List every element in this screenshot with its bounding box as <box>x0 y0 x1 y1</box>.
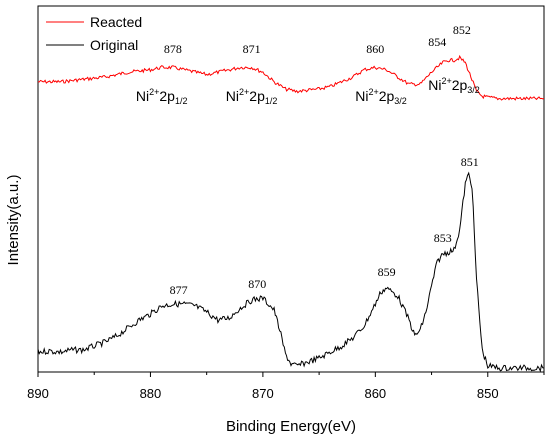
x-axis-label: Binding Energy(eV) <box>226 418 356 435</box>
peak-labels: 878 871 860 854 852 877 870 859 853 851 <box>164 23 479 297</box>
peak-assignment-label: Ni2+2p3/2 <box>355 87 407 106</box>
x-tick-label: 880 <box>140 386 162 401</box>
y-axis-label: Intensity(a.u.) <box>5 175 22 266</box>
peak-assignment-label: Ni2+2p1/2 <box>226 87 278 106</box>
peak-label: 854 <box>428 35 446 49</box>
legend-label-original: Original <box>90 37 138 53</box>
plot-frame <box>37 5 545 373</box>
assignment-labels: Ni2+2p1/2 Ni2+2p1/2 Ni2+2p3/2 Ni2+2p3/2 <box>136 76 480 106</box>
x-tick-label: 890 <box>27 386 49 401</box>
series-line-reacted <box>37 54 545 101</box>
peak-label: 852 <box>453 23 471 37</box>
x-tick-label: 850 <box>477 386 499 401</box>
peak-label: 853 <box>434 231 452 245</box>
legend-label-reacted: Reacted <box>90 14 142 30</box>
x-tick-label: 860 <box>364 386 386 401</box>
series-layer <box>37 54 545 373</box>
series-line-original <box>37 171 545 373</box>
peak-assignment-label: Ni2+2p1/2 <box>136 87 188 106</box>
peak-label: 859 <box>378 265 396 279</box>
peak-label: 870 <box>248 277 266 291</box>
peak-label: 860 <box>366 42 384 56</box>
peak-label: 871 <box>243 42 261 56</box>
x-tick-label: 870 <box>252 386 274 401</box>
x-axis-ticks: 890 880 870 860 850 <box>27 372 545 401</box>
peak-label: 877 <box>170 283 188 297</box>
peak-assignment-label: Ni2+2p3/2 <box>428 76 480 95</box>
peak-label: 851 <box>461 155 479 169</box>
legend: Reacted Original <box>46 14 142 53</box>
peak-label: 878 <box>164 42 182 56</box>
